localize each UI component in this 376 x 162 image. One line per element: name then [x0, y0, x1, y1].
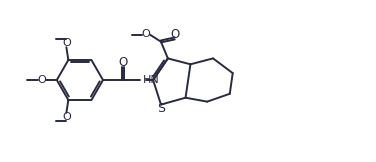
Text: HN: HN [143, 75, 159, 85]
Text: O: O [170, 28, 180, 41]
Text: O: O [118, 56, 127, 69]
Text: O: O [62, 38, 71, 48]
Text: O: O [62, 112, 71, 122]
Text: O: O [38, 75, 46, 85]
Text: S: S [157, 102, 165, 115]
Text: O: O [142, 29, 150, 39]
